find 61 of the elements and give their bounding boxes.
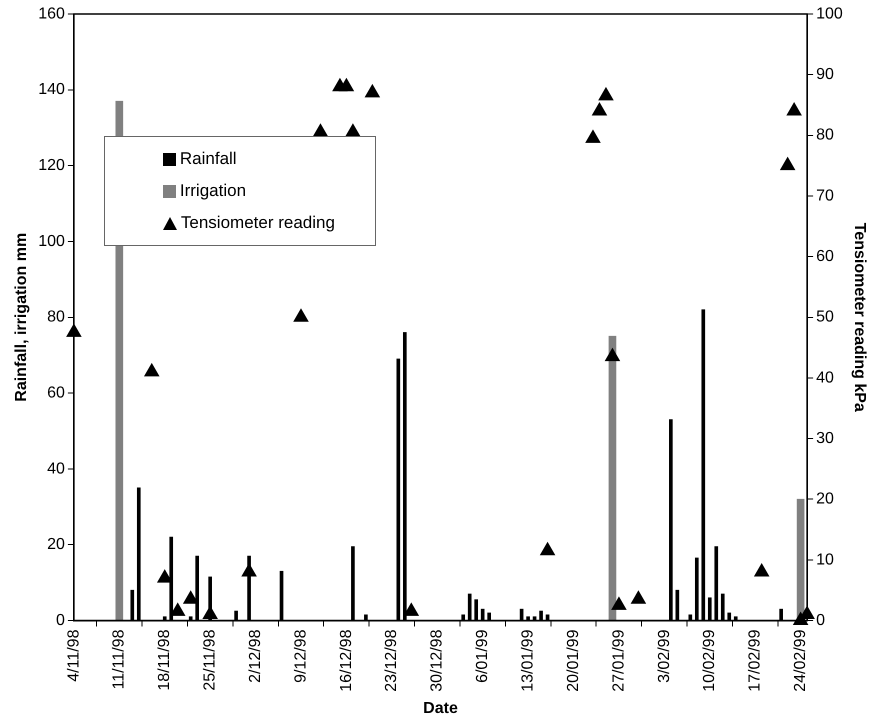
point xyxy=(605,348,620,362)
y2-tick-label: 0 xyxy=(816,612,826,629)
point xyxy=(592,102,607,116)
y-tick-label: 100 xyxy=(38,232,65,250)
point xyxy=(144,363,160,376)
y-axis-title: Rainfall, irrigation mm xyxy=(13,232,30,402)
point xyxy=(345,124,360,137)
point xyxy=(612,596,626,610)
x-tick-label: 30/12/98 xyxy=(428,629,446,692)
point xyxy=(338,78,354,92)
y-tick-label: 40 xyxy=(47,460,65,478)
point xyxy=(364,84,380,98)
x-tick-label: 11/11/98 xyxy=(110,629,128,690)
legend-label: Rainfall xyxy=(180,148,237,170)
x-tick-label: 24/02/99 xyxy=(792,629,810,692)
x-tick-label: 13/01/99 xyxy=(520,629,536,692)
x-tick-label: 3/02/99 xyxy=(656,629,673,683)
y2-tick-label: 80 xyxy=(816,126,834,144)
point xyxy=(786,102,802,116)
point xyxy=(294,308,308,322)
y2-tick-label: 20 xyxy=(816,490,834,508)
y2-tick-label: 60 xyxy=(816,248,834,266)
y2-tick-label: 70 xyxy=(816,187,834,204)
y-tick-label: 60 xyxy=(47,384,65,402)
point xyxy=(780,157,796,170)
y-tick-label: 0 xyxy=(56,612,65,629)
y2-tick-label: 40 xyxy=(816,369,834,386)
legend-label: Tensiometer reading xyxy=(180,212,335,234)
bar xyxy=(608,336,616,620)
x-tick-label: 20/01/99 xyxy=(564,629,582,692)
point xyxy=(540,542,555,556)
y2-tick-label: 30 xyxy=(816,430,834,447)
x-tick-label: 16/12/98 xyxy=(338,629,355,692)
x-tick-label: 23/12/98 xyxy=(383,629,400,692)
x-tick-label: 18/11/98 xyxy=(156,629,174,691)
x-tick-label: 27/01/99 xyxy=(610,629,628,692)
x-tick-label: 10/02/99 xyxy=(701,629,718,692)
y2-tick-label: 90 xyxy=(816,66,834,84)
legend-label: Irrigation xyxy=(180,180,246,202)
x-tick-label: 17/02/99 xyxy=(746,629,764,692)
x-tick-label: 4/11/98 xyxy=(65,629,82,682)
x-tick-label: 9/12/98 xyxy=(292,629,310,683)
y-tick-label: 80 xyxy=(47,308,65,326)
point xyxy=(586,130,600,143)
y-tick-label: 20 xyxy=(47,536,65,554)
y-tick-label: 120 xyxy=(38,157,65,174)
x-tick-label: 6/01/99 xyxy=(474,629,492,683)
bar xyxy=(796,498,804,620)
y2-tick-label: 10 xyxy=(816,551,834,568)
point xyxy=(598,87,614,100)
x-tick-label: 25/11/98 xyxy=(202,629,219,691)
y2-tick-label: 100 xyxy=(816,5,843,22)
x-tick-label: 2/12/98 xyxy=(246,629,264,683)
point xyxy=(630,590,646,604)
point xyxy=(313,124,328,137)
x-axis-title: Date xyxy=(423,700,458,717)
y2-axis-title: Tensiometer reading kPa xyxy=(850,222,868,412)
y2-tick-label: 50 xyxy=(816,308,834,326)
point xyxy=(754,563,770,576)
y-tick-label: 140 xyxy=(38,81,65,98)
y-tick-label: 160 xyxy=(38,5,65,22)
